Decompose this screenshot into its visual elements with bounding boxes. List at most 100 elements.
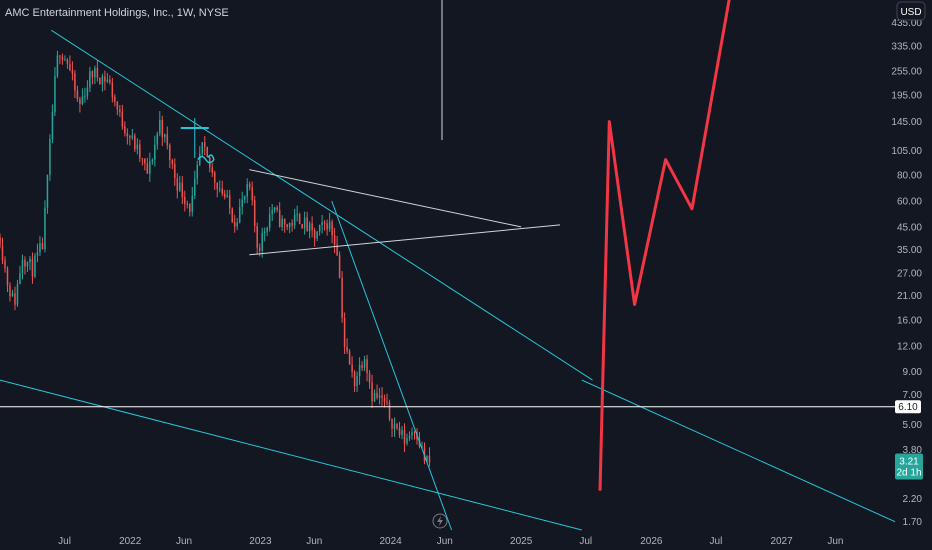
candle-body	[426, 455, 428, 462]
candle-body	[146, 163, 149, 174]
candle-body	[64, 59, 66, 61]
candle-body	[166, 134, 169, 146]
trendline[interactable]	[581, 379, 896, 523]
candle-body	[228, 195, 231, 209]
candle-body	[71, 70, 74, 74]
candle-body	[124, 126, 126, 133]
time-tick-label: Jun	[306, 536, 322, 547]
currency-button-label[interactable]: USD	[900, 7, 921, 18]
candle-body	[293, 214, 296, 226]
candle-body	[199, 153, 201, 165]
candle-body	[9, 285, 11, 297]
candle-body	[84, 96, 86, 98]
currency-button[interactable]: USD	[896, 1, 926, 21]
candle-body	[161, 119, 164, 138]
candle-body	[186, 203, 189, 205]
candle-body	[243, 196, 246, 200]
candle-body	[31, 258, 34, 277]
trendline[interactable]	[0, 379, 582, 531]
candle-body	[164, 134, 166, 138]
candle-body	[413, 432, 416, 434]
candle-body	[353, 371, 356, 387]
price-tick-label: 105.00	[891, 146, 922, 157]
price-tick-label: 35.00	[897, 245, 922, 256]
candle-body	[4, 260, 6, 269]
annotation-squiggle[interactable]	[197, 154, 215, 164]
candle-body	[51, 112, 54, 140]
candle-body	[139, 144, 141, 159]
candle-body	[111, 82, 114, 97]
current-price-badge-bg	[895, 453, 923, 480]
candle-body	[151, 159, 154, 162]
candle-body	[408, 435, 411, 439]
candle-body	[388, 402, 391, 419]
forecast-path[interactable]	[598, 0, 731, 491]
candle-body	[206, 146, 209, 157]
candle-body	[251, 187, 253, 201]
drawings-layer	[0, 0, 896, 531]
trendline[interactable]	[51, 29, 593, 381]
price-tick-label: 3.80	[903, 445, 923, 456]
candle-body	[291, 223, 293, 226]
lightning-icon[interactable]	[432, 513, 448, 529]
candle-body	[258, 247, 261, 251]
candle-body	[398, 428, 401, 435]
candle-body	[246, 184, 248, 197]
current-price-badge: 3.21 2d 1h	[895, 453, 923, 480]
trendline[interactable]	[331, 200, 453, 531]
price-tick-label: 21.00	[897, 291, 922, 302]
lightning-icon-glyph[interactable]	[437, 516, 443, 526]
time-tick-label: 2024	[379, 536, 402, 547]
candle-body	[361, 364, 363, 369]
candle-body	[11, 293, 14, 297]
chart-title: AMC Entertainment Holdings, Inc., 1W, NY…	[5, 7, 229, 19]
candle-body	[336, 244, 338, 256]
candle-body	[281, 218, 283, 227]
candle-body	[248, 184, 251, 188]
candle-body	[159, 119, 161, 134]
candle-body	[311, 223, 313, 231]
candle-body	[276, 207, 278, 210]
currency-button-frame[interactable]	[896, 1, 926, 21]
triangle-line[interactable]	[249, 169, 522, 228]
price-tick-label: 7.00	[903, 390, 923, 401]
candle-body	[101, 76, 104, 85]
candle-body	[49, 139, 51, 175]
candle-body	[16, 284, 19, 305]
time-tick-label: Jul	[579, 536, 592, 547]
candle-body	[316, 231, 318, 239]
candles-layer	[0, 50, 431, 467]
time-tick-label: Jun	[437, 536, 453, 547]
candle-body	[96, 67, 99, 78]
candle-body	[91, 71, 94, 78]
candle-body	[298, 214, 301, 225]
candle-body	[321, 222, 323, 225]
candle-body	[346, 346, 348, 352]
candle-body	[308, 223, 311, 232]
candle-body	[393, 424, 396, 429]
candle-body	[59, 55, 61, 57]
candle-body	[116, 102, 119, 110]
candle-body	[351, 364, 353, 372]
candle-body	[0, 237, 1, 246]
candle-body	[39, 243, 41, 253]
bar-countdown-label: 2d 1h	[896, 467, 921, 478]
candle-body	[271, 210, 273, 215]
candle-body	[381, 395, 383, 398]
candle-body	[286, 224, 288, 228]
candle-body	[44, 207, 46, 250]
candle-body	[109, 79, 111, 83]
time-tick-label: 2023	[249, 536, 272, 547]
candle-body	[356, 376, 358, 387]
candle-body	[1, 245, 4, 261]
candle-body	[263, 231, 266, 233]
candle-body	[41, 243, 44, 250]
candle-body	[156, 133, 159, 145]
candle-body	[6, 268, 9, 286]
candle-body	[406, 438, 408, 444]
triangle-line[interactable]	[249, 224, 561, 256]
time-tick-label: Jul	[58, 536, 71, 547]
candle-body	[179, 182, 181, 191]
